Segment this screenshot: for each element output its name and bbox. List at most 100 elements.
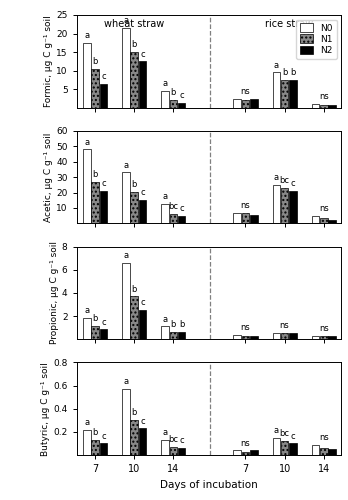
Text: a: a (84, 138, 89, 146)
Text: bc: bc (279, 176, 290, 185)
Bar (289, 334, 297, 339)
Text: ns: ns (319, 204, 329, 213)
Text: c: c (179, 92, 184, 100)
Bar (272, 72, 280, 108)
Text: c: c (101, 72, 106, 81)
Text: a: a (124, 16, 128, 25)
Bar (161, 91, 169, 108)
X-axis label: Days of incubation: Days of incubation (160, 480, 258, 490)
Bar (139, 428, 146, 455)
Bar (130, 52, 138, 108)
Bar (234, 212, 241, 224)
Bar (250, 215, 258, 224)
Text: a: a (163, 428, 168, 437)
Bar (139, 200, 146, 224)
Text: ns: ns (280, 321, 290, 330)
Text: a: a (84, 418, 89, 426)
Bar (281, 80, 288, 108)
Y-axis label: Acetic, μg C g⁻¹ soil: Acetic, μg C g⁻¹ soil (44, 132, 53, 222)
Text: c: c (291, 432, 295, 440)
Y-axis label: Formic, μg C g⁻¹ soil: Formic, μg C g⁻¹ soil (44, 16, 53, 107)
Text: b: b (93, 428, 98, 437)
Bar (289, 80, 297, 108)
Bar (242, 452, 249, 455)
Text: a: a (274, 173, 279, 182)
Text: c: c (140, 298, 145, 308)
Text: c: c (291, 179, 295, 188)
Text: b: b (132, 284, 137, 294)
Bar (122, 263, 130, 339)
Text: bc: bc (279, 430, 290, 438)
Bar (272, 185, 280, 224)
Text: b: b (132, 40, 137, 50)
Bar (91, 440, 99, 455)
Text: b: b (171, 320, 176, 329)
Bar (328, 220, 336, 224)
Legend: N0, N1, N2: N0, N1, N2 (296, 20, 337, 59)
Bar (234, 335, 241, 339)
Bar (83, 150, 91, 224)
Bar (312, 444, 319, 455)
Bar (178, 216, 185, 224)
Text: b: b (93, 57, 98, 66)
Bar (100, 330, 107, 339)
Bar (91, 68, 99, 108)
Bar (178, 448, 185, 455)
Text: a: a (163, 192, 168, 202)
Text: ns: ns (319, 92, 329, 101)
Bar (272, 438, 280, 455)
Bar (122, 172, 130, 224)
Bar (312, 216, 319, 224)
Text: rice straw: rice straw (264, 18, 313, 28)
Text: b: b (93, 170, 98, 179)
Text: a: a (274, 426, 279, 435)
Text: b: b (282, 68, 287, 77)
Text: b: b (132, 180, 137, 189)
Bar (234, 100, 241, 108)
Bar (234, 450, 241, 455)
Bar (130, 192, 138, 224)
Text: a: a (274, 60, 279, 70)
Bar (122, 389, 130, 455)
Text: b: b (132, 408, 137, 418)
Bar (312, 104, 319, 108)
Bar (178, 332, 185, 339)
Bar (242, 214, 249, 224)
Text: a: a (124, 160, 128, 170)
Text: c: c (101, 318, 106, 326)
Text: c: c (140, 188, 145, 198)
Text: b: b (179, 320, 184, 329)
Bar (289, 444, 297, 455)
Bar (281, 334, 288, 339)
Text: a: a (124, 251, 128, 260)
Text: bc: bc (168, 435, 179, 444)
Text: b: b (290, 68, 295, 77)
Text: c: c (179, 204, 184, 213)
Text: b: b (171, 88, 176, 98)
Text: c: c (101, 179, 106, 188)
Bar (312, 336, 319, 339)
Text: bc: bc (168, 202, 179, 211)
Text: c: c (179, 436, 184, 446)
Text: ns: ns (240, 201, 250, 210)
Text: ns: ns (319, 433, 329, 442)
Bar (83, 43, 91, 108)
Text: a: a (163, 79, 168, 88)
Bar (100, 191, 107, 224)
Bar (250, 99, 258, 108)
Bar (100, 444, 107, 455)
Text: ns: ns (240, 88, 250, 96)
Bar (242, 100, 249, 108)
Bar (320, 448, 327, 455)
Bar (161, 440, 169, 455)
Bar (178, 103, 185, 108)
Text: a: a (84, 31, 89, 40)
Bar (328, 449, 336, 455)
Bar (272, 333, 280, 339)
Y-axis label: Propionic, μg C g⁻¹ soil: Propionic, μg C g⁻¹ soil (50, 242, 59, 344)
Bar (161, 204, 169, 224)
Bar (83, 318, 91, 339)
Bar (328, 105, 336, 108)
Bar (320, 218, 327, 224)
Text: ns: ns (240, 324, 250, 332)
